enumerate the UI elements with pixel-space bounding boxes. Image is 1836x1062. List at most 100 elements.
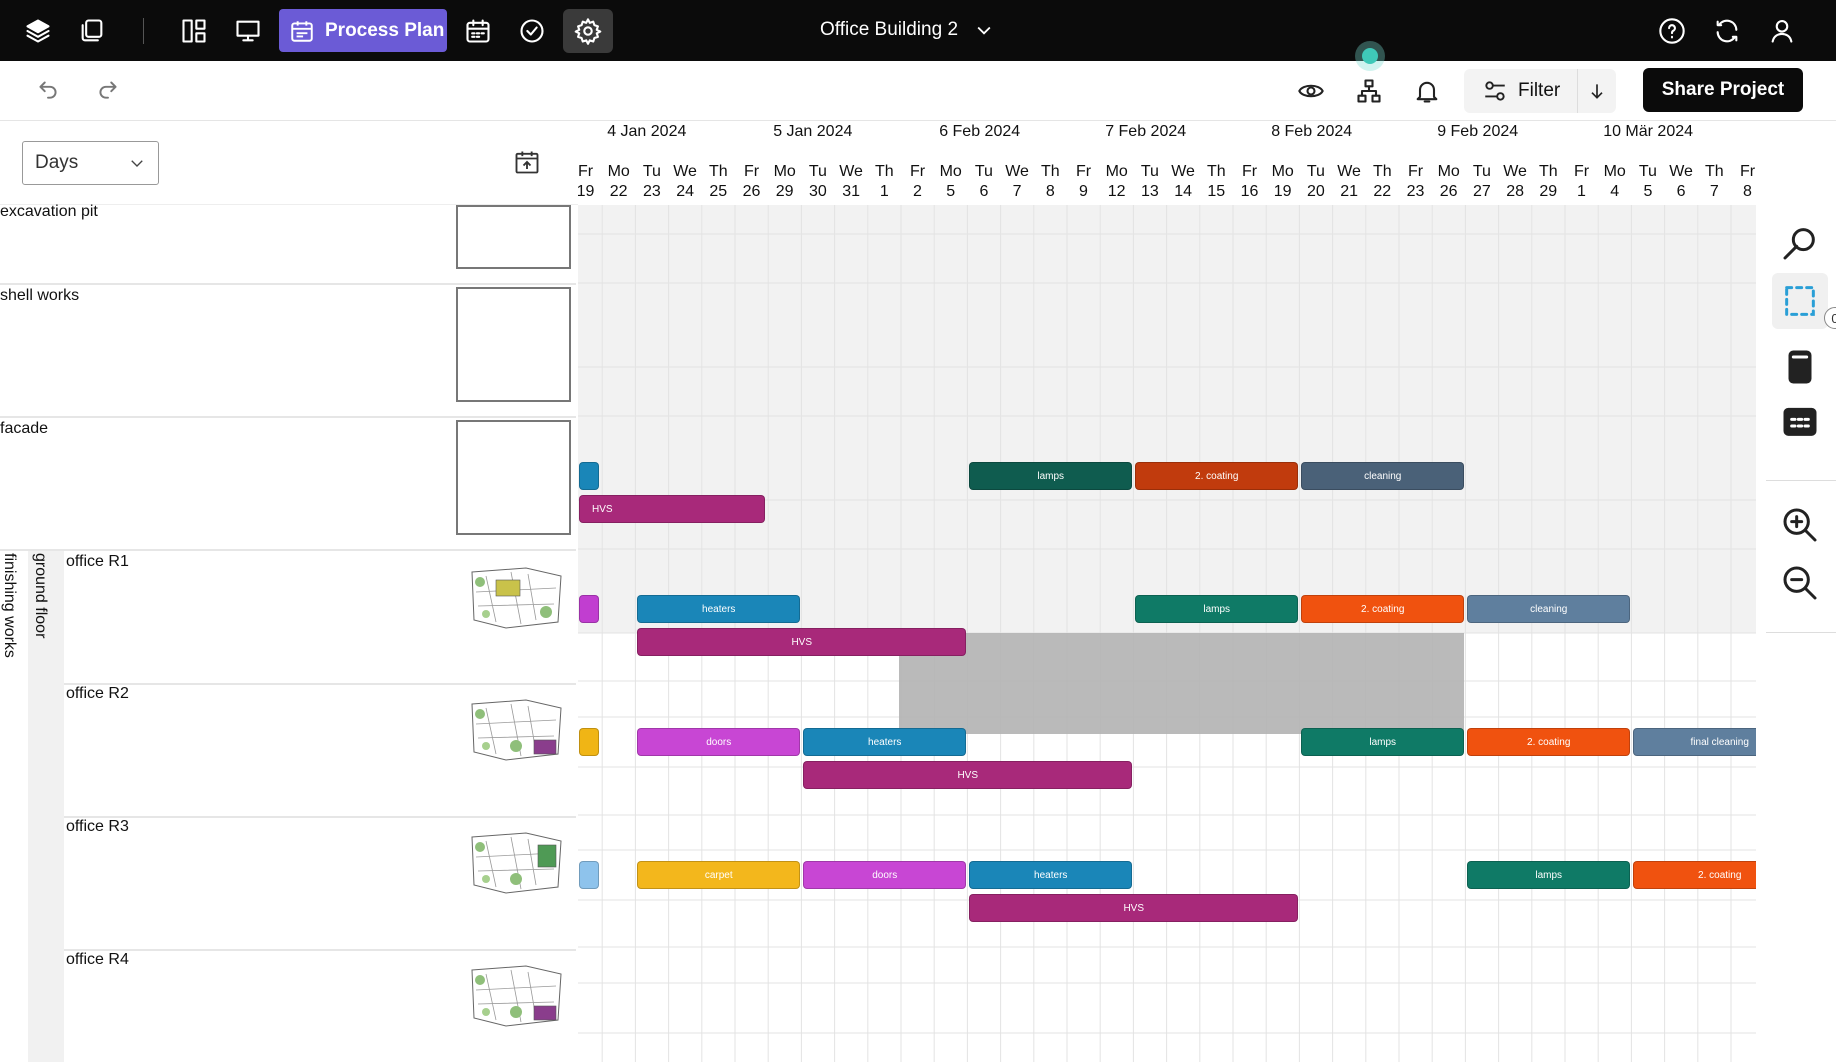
row-label-shell[interactable]: shell works — [0, 287, 80, 304]
help-icon[interactable] — [1653, 12, 1691, 50]
task-bar[interactable]: doors — [803, 861, 967, 889]
day-abbr: Mo — [773, 163, 796, 180]
check-circle-icon[interactable] — [513, 12, 551, 50]
timeline-body[interactable]: HVS lamps 2. coating cleaning heaters HVS lamp… — [578, 205, 1756, 1062]
selection-count-badge: 0 — [1824, 307, 1836, 329]
day-abbr: Mo — [1271, 163, 1294, 180]
task-bar[interactable]: 2. coating — [1633, 861, 1756, 889]
week-label: 4 Jan 2024 — [607, 123, 687, 140]
top-bar: Process Plan Office Building 2 — [0, 0, 1836, 61]
device-icon[interactable] — [1772, 339, 1828, 395]
day-abbr: Fr — [1407, 163, 1424, 180]
group-label-finishing[interactable]: finishing works — [1, 553, 18, 658]
zoom-out-icon[interactable] — [1772, 555, 1828, 611]
calendar-grid-icon[interactable] — [1772, 393, 1828, 449]
thumbnail-shell[interactable] — [456, 287, 571, 402]
day-abbr: Fr — [909, 163, 926, 180]
day-abbr: We — [839, 163, 863, 180]
day-number: 15 — [1207, 183, 1226, 200]
task-bar[interactable]: cleaning — [1467, 595, 1631, 623]
floorplan-thumbnail-r2[interactable] — [466, 694, 566, 769]
task-bar[interactable]: heaters — [803, 728, 967, 756]
task-bar[interactable]: final cleaning — [1633, 728, 1756, 756]
task-bar[interactable]: 2. coating — [1135, 462, 1299, 490]
task-bar[interactable]: lamps — [1467, 861, 1631, 889]
row-label-facade[interactable]: facade — [0, 420, 49, 437]
day-number: 6 — [1676, 183, 1686, 200]
task-bar[interactable] — [579, 861, 599, 889]
task-bar[interactable]: lamps — [969, 462, 1133, 490]
gear-icon[interactable] — [563, 9, 613, 53]
refresh-icon[interactable] — [1708, 12, 1746, 50]
layout-icon[interactable] — [175, 12, 213, 50]
user-icon[interactable] — [1763, 12, 1801, 50]
chevron-down-icon — [977, 26, 991, 35]
task-bar[interactable]: HVS — [969, 894, 1299, 922]
task-list-panel: Days excavation pit shell works facade f… — [0, 121, 578, 1062]
filter-sort-button[interactable] — [1578, 81, 1616, 101]
task-bar[interactable]: 2. coating — [1301, 595, 1465, 623]
row-label-excavation[interactable]: excavation pit — [0, 203, 98, 220]
filter-button[interactable]: Filter — [1464, 69, 1579, 113]
row-label-r3[interactable]: office R3 — [66, 818, 129, 835]
search-icon[interactable] — [1772, 215, 1828, 271]
task-bar[interactable] — [579, 728, 599, 756]
floorplan-thumbnail-r1[interactable] — [466, 562, 566, 637]
process-plan-button[interactable]: Process Plan — [279, 9, 447, 52]
thumbnail-facade[interactable] — [456, 420, 571, 535]
jump-to-today-icon[interactable] — [513, 148, 541, 181]
hierarchy-icon[interactable] — [1355, 77, 1383, 105]
floorplan-thumbnail-r3[interactable] — [466, 827, 566, 902]
task-bar[interactable]: HVS — [579, 495, 765, 523]
redo-icon[interactable] — [95, 76, 121, 102]
arrow-down-icon — [1591, 84, 1603, 99]
files-icon[interactable] — [73, 12, 111, 50]
project-selector[interactable]: Office Building 2 — [820, 19, 994, 41]
task-bar[interactable]: 2. coating — [1467, 728, 1631, 756]
day-number: 21 — [1340, 183, 1358, 200]
task-bar[interactable]: heaters — [969, 861, 1133, 889]
bell-icon[interactable] — [1413, 77, 1441, 105]
day-number: 29 — [1539, 183, 1558, 200]
selection-icon[interactable]: 0 — [1772, 273, 1836, 329]
cursor-indicator — [1355, 41, 1385, 71]
week-label: 7 Feb 2024 — [1105, 123, 1187, 140]
task-bar[interactable] — [579, 595, 599, 623]
task-bar[interactable]: carpet — [637, 861, 801, 889]
presentation-icon[interactable] — [229, 12, 267, 50]
layers-icon[interactable] — [19, 12, 57, 50]
thumbnail-excavation[interactable] — [456, 205, 571, 269]
eye-icon[interactable] — [1297, 77, 1325, 105]
share-project-button[interactable]: Share Project — [1643, 68, 1803, 112]
day-abbr: Tu — [974, 163, 993, 180]
row-label-r1[interactable]: office R1 — [66, 553, 129, 570]
day-number: 24 — [676, 183, 694, 200]
calendar-alt-icon[interactable] — [459, 12, 497, 50]
day-number: 23 — [1406, 183, 1425, 200]
timeline-header: Fr 19 Mo 22 Tu 23 We 24 Th 25 Fr 26 Mo 29 Tu 30 We 31 Th 1 F… — [578, 121, 1756, 205]
task-bar[interactable]: HVS — [637, 628, 967, 656]
task-bar[interactable]: HVS — [803, 761, 1133, 789]
day-abbr: Mo — [1603, 163, 1626, 180]
view-scale-select[interactable]: Days — [22, 141, 159, 185]
group-label-floor[interactable]: ground floor — [32, 553, 49, 639]
undo-icon[interactable] — [35, 76, 61, 102]
floorplan-thumbnail-r4[interactable] — [466, 960, 566, 1035]
task-bar[interactable] — [579, 462, 599, 490]
group-strip — [28, 551, 64, 1062]
rail-separator — [1766, 632, 1836, 633]
row-label-r2[interactable]: office R2 — [66, 685, 129, 702]
day-abbr: Tu — [1638, 163, 1657, 180]
task-bar[interactable]: lamps — [1135, 595, 1299, 623]
zoom-in-icon[interactable] — [1772, 497, 1828, 553]
task-bar[interactable]: doors — [637, 728, 801, 756]
task-bar[interactable]: heaters — [637, 595, 801, 623]
day-number: 30 — [808, 183, 827, 200]
day-abbr: Mo — [607, 163, 630, 180]
row-label-r4[interactable]: office R4 — [66, 951, 129, 968]
task-bar[interactable]: cleaning — [1301, 462, 1465, 490]
task-bar[interactable]: lamps — [1301, 728, 1465, 756]
day-number: 22 — [609, 183, 628, 200]
day-abbr: Th — [1040, 163, 1060, 180]
day-abbr: We — [1171, 163, 1195, 180]
